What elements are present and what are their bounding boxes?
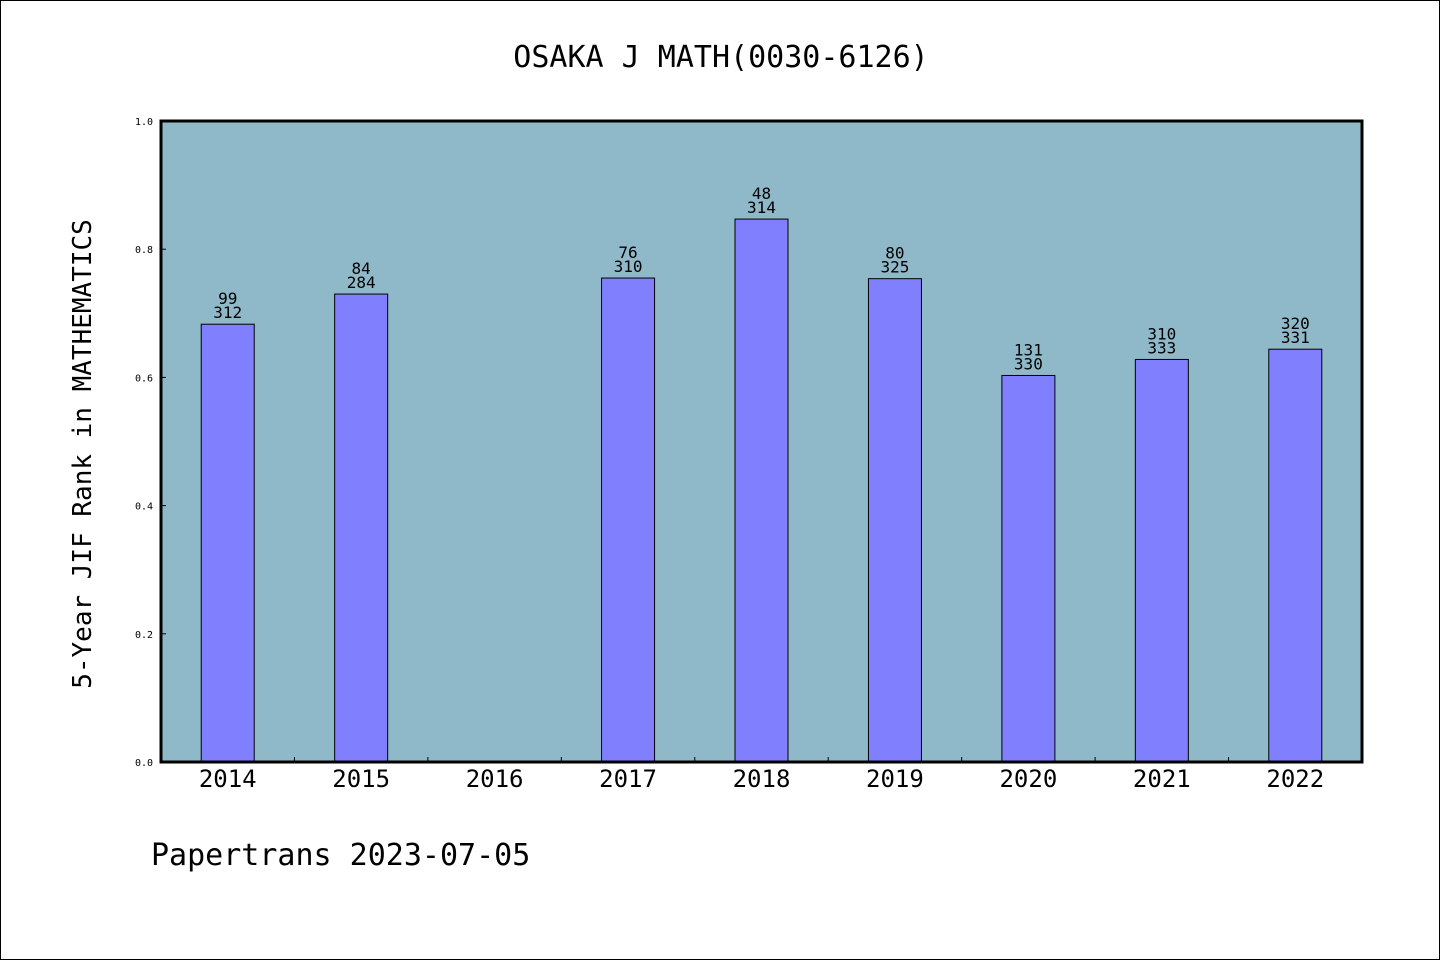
x-tick-label-2020: 2020: [999, 765, 1057, 793]
x-tick-label-2014: 2014: [199, 765, 257, 793]
y-axis: 0.0 0.2 0.4 0.6 0.8 1.0: [135, 117, 1364, 769]
rank-label-2021: 310: [1147, 324, 1176, 343]
data-labels: 9931284284763104831480325131330310333320…: [213, 184, 1309, 373]
bar-2018: [734, 218, 789, 763]
rank-label-2014: 99: [218, 289, 237, 308]
total-label-2021: 333: [1147, 338, 1176, 357]
y-tick-label-1.0: 1.0: [135, 117, 153, 128]
total-label-2017: 310: [614, 257, 643, 276]
rank-label-2018: 48: [752, 184, 771, 203]
total-label-2014: 312: [213, 303, 242, 322]
chart-title: OSAKA J MATH(0030-6126): [513, 40, 928, 75]
total-label-2020: 330: [1014, 354, 1043, 373]
bar-2020: [1001, 374, 1056, 763]
x-tick-label-2021: 2021: [1133, 765, 1191, 793]
total-label-2015: 284: [347, 273, 376, 292]
bar-2014: [200, 323, 255, 763]
bars-layer: [200, 218, 1323, 763]
x-axis: 2014 2015 2016 2017 2018 2019 2020 2021 2022: [199, 757, 1324, 793]
x-tick-label-2015: 2015: [332, 765, 390, 793]
y-tick-label-0.2: 0.2: [135, 630, 153, 641]
rank-label-2022: 320: [1281, 314, 1310, 333]
y-tick-label-0.8: 0.8: [135, 245, 153, 256]
x-tick-label-2019: 2019: [866, 765, 924, 793]
bar-2017: [601, 277, 656, 763]
x-tick-label-2018: 2018: [733, 765, 791, 793]
x-tick-label-2017: 2017: [599, 765, 657, 793]
y-tick-label-0.6: 0.6: [135, 373, 153, 384]
total-label-2018: 314: [747, 198, 776, 217]
x-tick-label-2022: 2022: [1266, 765, 1324, 793]
bar-2021: [1134, 358, 1189, 763]
bar-2019: [867, 278, 922, 763]
x-tick-label-2016: 2016: [466, 765, 524, 793]
total-label-2022: 331: [1281, 328, 1310, 347]
footer-credit: Papertrans 2023-07-05: [151, 838, 530, 873]
bar-2015: [334, 293, 389, 763]
rank-label-2015: 84: [352, 259, 371, 278]
bar-2022: [1268, 348, 1323, 763]
y-axis-label: 5-Year JIF Rank in MATHEMATICS: [68, 219, 98, 689]
rank-label-2020: 131: [1014, 340, 1043, 359]
plot-border: [159, 119, 1364, 764]
y-tick-label-0.4: 0.4: [135, 502, 153, 513]
rank-label-2019: 80: [885, 244, 904, 263]
y-tick-label-0.0: 0.0: [135, 758, 153, 769]
total-label-2019: 325: [880, 258, 909, 277]
rank-label-2017: 76: [618, 243, 637, 262]
